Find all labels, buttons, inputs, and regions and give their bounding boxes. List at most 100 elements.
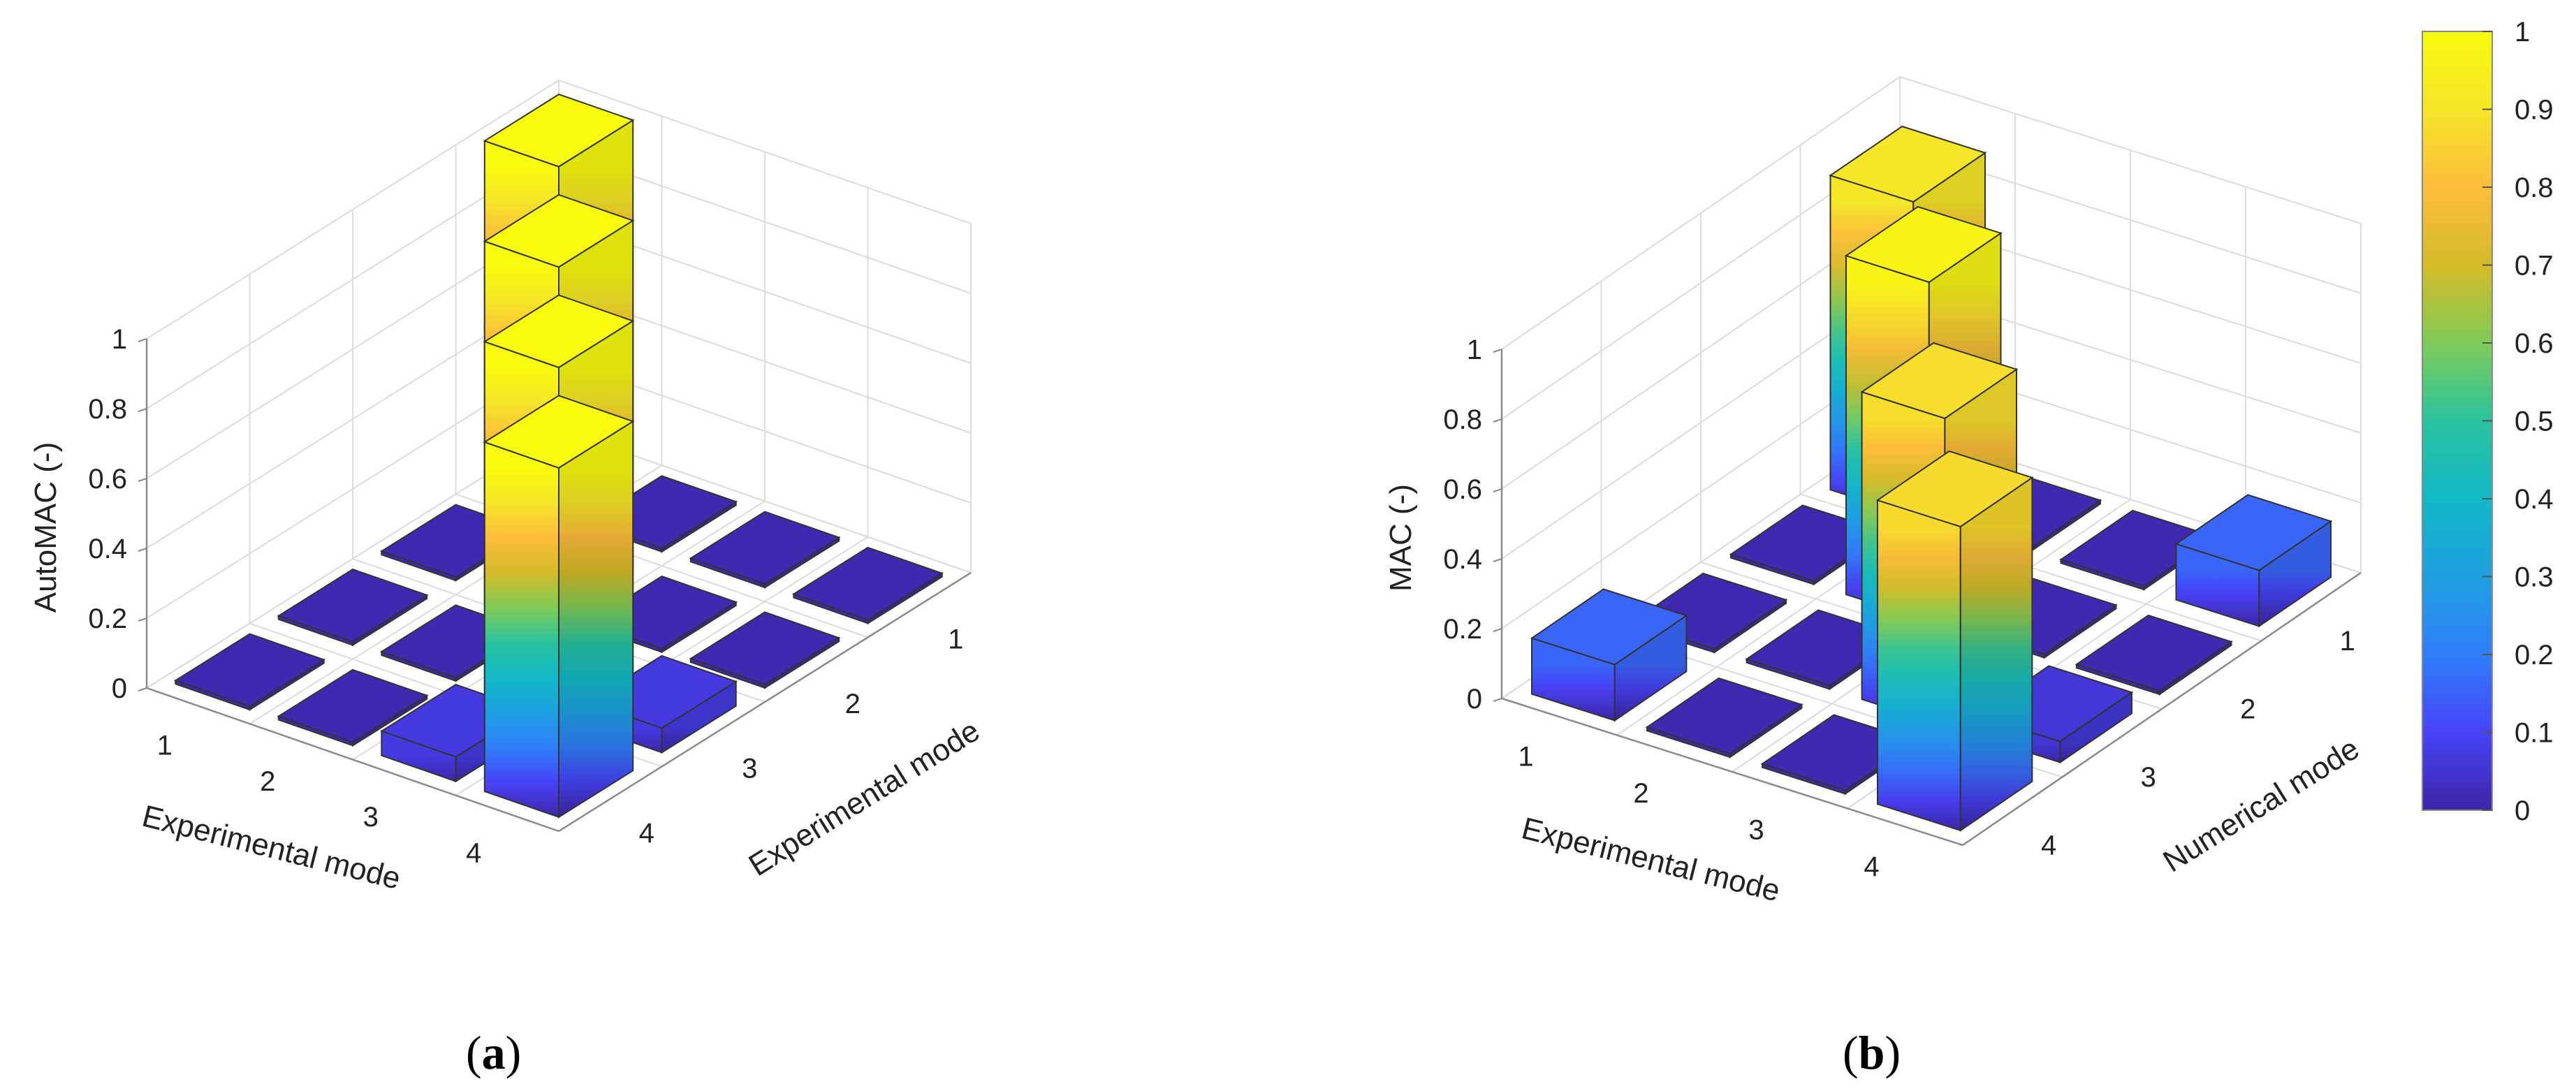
bar	[1645, 677, 1803, 759]
bar-top	[174, 633, 325, 708]
x-tick-label: 4	[466, 837, 481, 868]
colorbar-tick-label: 0.2	[2515, 640, 2554, 671]
bar	[483, 395, 635, 819]
x-tick-label: 2	[1633, 778, 1648, 809]
bar	[174, 633, 325, 711]
bar	[689, 511, 841, 589]
bar-top	[1860, 342, 2019, 420]
x-tick-label: 3	[363, 802, 379, 833]
z-tick	[138, 478, 147, 482]
bar-face	[1877, 499, 1961, 832]
panel-label-a: (a)	[466, 1026, 522, 1079]
z-axis-title: AutoMAC (-)	[29, 442, 63, 613]
bar-face	[483, 441, 559, 819]
z-tick-label: 0	[112, 673, 127, 704]
bar	[1875, 450, 2034, 832]
panel-label-b-text: b	[1858, 1026, 1885, 1079]
z-tick-label: 0.2	[1443, 614, 1482, 645]
bar-top	[2074, 614, 2233, 692]
y-tick-label: 4	[2041, 830, 2056, 861]
colorbar-tick-label: 0	[2515, 796, 2530, 826]
z-axis-title: MAC (-)	[1384, 484, 1418, 592]
chart-panel-b: 0 0.2 0.4 0.6 0.8 1 1 2 3 4 1 2 3 4 MAC (-) Experimenta…	[1384, 75, 2365, 909]
colorbar-tick-label: 0.3	[2515, 562, 2554, 593]
bar-top	[1875, 450, 2034, 528]
z-tick	[138, 338, 147, 342]
bar-top	[1530, 588, 1688, 666]
y-axis-line	[558, 571, 972, 833]
y-tick-label: 1	[2340, 626, 2355, 657]
z-tick	[1493, 418, 1502, 423]
y-tick-label: 1	[948, 624, 963, 654]
bar	[689, 611, 841, 689]
bar-top	[689, 611, 841, 686]
z-tick-label: 0.6	[88, 464, 127, 495]
colorbar-gradient	[2422, 31, 2493, 811]
x-axis-line	[1501, 697, 1963, 847]
chart-panel-a: 0 0.2 0.4 0.6 0.8 1 1 2 3 4 1 2 3 4 AutoMAC (-) Experim…	[29, 79, 986, 896]
x-tick-label: 3	[1748, 814, 1764, 845]
z-tick	[138, 687, 147, 691]
z-tick-label: 0.6	[1443, 474, 1482, 505]
bar-top	[689, 511, 841, 585]
z-tick	[138, 548, 147, 552]
x-tick-label: 2	[260, 766, 275, 797]
z-tick-label: 0.2	[88, 603, 127, 634]
colorbar-tick-label: 0.6	[2515, 328, 2554, 359]
bar-top	[792, 546, 944, 621]
bar-top	[1829, 125, 1987, 203]
bar-top	[2059, 509, 2218, 587]
x-tick-label: 1	[157, 731, 173, 761]
bar	[2174, 494, 2333, 628]
colorbar-tick-label: 0.8	[2515, 173, 2554, 203]
bar	[2074, 614, 2233, 696]
z-tick	[1493, 628, 1502, 632]
x-axis-title: Experimental mode	[1518, 811, 1784, 908]
y-axis-title: Numerical mode	[2157, 731, 2365, 879]
y-tick-label: 2	[845, 689, 861, 719]
y-axis-title: Experimental mode	[743, 713, 986, 882]
z-tick-label: 1	[112, 324, 127, 355]
bar	[792, 546, 944, 625]
bar-face	[1959, 476, 2033, 832]
bar	[277, 668, 429, 747]
bar-top	[277, 668, 429, 743]
z-tick-label: 0.4	[1443, 544, 1482, 575]
colorbar-tick-label: 0.1	[2515, 718, 2554, 749]
bar-top	[1844, 205, 2003, 284]
bar-top	[483, 93, 635, 168]
bar-top	[483, 193, 635, 268]
bar-top	[483, 395, 635, 469]
z-tick-label: 0	[1467, 684, 1482, 715]
bar	[277, 568, 429, 647]
colorbar: 0 0.1 0.2 0.3 0.4 0.5 0.6 0.7 0.8 0.9 1	[2422, 17, 2554, 826]
z-tick-label: 1	[1467, 335, 1482, 365]
z-tick-label: 0.4	[88, 534, 127, 564]
panel-label-a-text: a	[481, 1026, 506, 1079]
y-tick-label: 4	[639, 818, 654, 849]
colorbar-tick-label: 0.9	[2515, 95, 2554, 126]
colorbar-tick-label: 1	[2515, 17, 2530, 47]
z-tick-label: 0.8	[88, 394, 127, 425]
bar-top	[1645, 677, 1803, 755]
y-axis-line	[1962, 571, 2362, 847]
z-tick	[138, 408, 147, 412]
z-tick	[1493, 488, 1502, 492]
z-tick	[138, 617, 147, 622]
z-tick-label: 0.8	[1443, 404, 1482, 435]
bar-top	[277, 568, 429, 643]
y-tick-label: 3	[2141, 762, 2156, 793]
z-tick	[1493, 698, 1502, 702]
colorbar-tick-label: 0.4	[2515, 484, 2554, 515]
y-tick-label: 3	[742, 753, 757, 784]
x-tick-label: 4	[1864, 851, 1879, 882]
bar-top	[2174, 494, 2333, 571]
z-tick	[1493, 558, 1502, 562]
colorbar-tick-label: 0.5	[2515, 407, 2554, 437]
y-tick-label: 2	[2240, 694, 2255, 724]
bar	[1530, 588, 1688, 722]
z-tick	[1493, 349, 1502, 353]
panel-label-b: (b)	[1843, 1026, 1901, 1079]
colorbar-tick-label: 0.7	[2515, 251, 2554, 281]
